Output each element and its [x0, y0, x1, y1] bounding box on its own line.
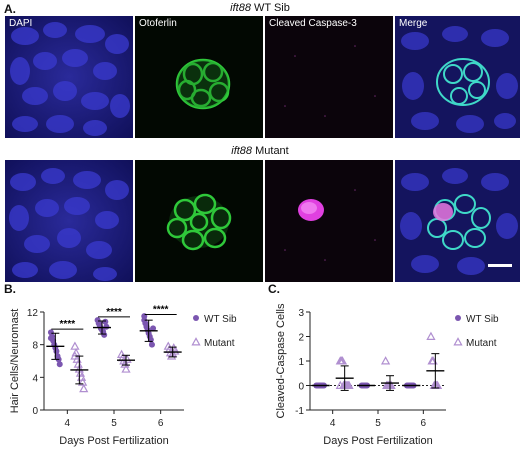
chart0-point-wt — [150, 325, 157, 332]
micrograph-wt-merge: Merge — [395, 16, 520, 138]
chart0-y-tick-label: 12 — [27, 308, 39, 319]
chart1-point-mutant — [426, 331, 436, 340]
chart1-legend-label: WT Sib — [466, 314, 499, 325]
chart0-point-mutant — [122, 354, 132, 363]
chart1-y-label: Cleaved-Caspase Cells — [275, 303, 287, 418]
chart0-x-label: Days Post Fertilization — [59, 435, 168, 447]
panel-b-letter: B. — [4, 282, 16, 296]
chart0-y-label: Hair Cells/Neuromast — [9, 309, 21, 414]
channel-label-merge: Merge — [399, 18, 428, 29]
chart1-y-tick-label: 3 — [298, 308, 304, 319]
chart1-y-tick-label: 0 — [298, 382, 304, 393]
micrograph-wt-otoferlin: Otoferlin — [135, 16, 263, 138]
chart0-x-tick-label: 6 — [158, 418, 164, 429]
chart0-legend-marker-wt — [193, 315, 199, 321]
chart0-sig-label: **** — [106, 307, 122, 318]
channel-label-caspase: Cleaved Caspase-3 — [269, 18, 357, 29]
micrograph-mutant-merge — [395, 160, 520, 282]
chart0-point-mutant — [79, 383, 89, 393]
chart0-point-mutant — [70, 341, 80, 350]
row-title-wt-rest: WT Sib — [250, 2, 290, 14]
chart1-legend-label: Mutant — [466, 338, 497, 349]
chart0-legend-label: WT Sib — [204, 314, 237, 325]
chart0-legend-marker-mutant — [191, 337, 201, 346]
chart0-x-tick-label: 4 — [65, 418, 71, 429]
chart0-point-wt — [103, 323, 110, 330]
chart0-y-tick-label: 4 — [32, 373, 38, 384]
chart-hair-cells: 0 4 8 12 4 5 6 Days Post Fertilization Hair Cell… — [9, 304, 237, 447]
panel-c-letter: C. — [268, 282, 280, 296]
chart0-point-wt — [141, 317, 148, 324]
chart0-point-mutant — [121, 364, 131, 373]
chart1-point-mutant — [344, 380, 354, 389]
row-title-wt: ift88 WT Sib — [0, 2, 520, 14]
chart1-point-mutant — [335, 380, 345, 389]
panel-a-letter: A. — [4, 2, 16, 16]
chart1-x-label: Days Post Fertilization — [323, 435, 432, 447]
chart1-legend-marker-mutant — [453, 337, 463, 346]
row-title-mutant-gene: ift88 — [231, 145, 253, 157]
chart1-x-tick-label: 5 — [375, 418, 381, 429]
chart0-point-wt — [148, 341, 155, 348]
row-title-mutant-rest: Mutant — [252, 145, 289, 157]
chart1-point-mutant — [337, 356, 348, 365]
micrograph-mutant-caspase — [265, 160, 393, 282]
chart1-x-tick-label: 6 — [421, 418, 427, 429]
chart0-y-tick-label: 8 — [32, 341, 38, 352]
chart0-point-wt — [101, 331, 108, 338]
micrograph-mutant-dapi — [5, 160, 133, 282]
chart1-legend-marker-wt — [455, 315, 461, 321]
chart1-y-tick-label: -1 — [295, 406, 304, 417]
chart0-point-wt — [102, 318, 109, 325]
chart0-sig-label: **** — [153, 304, 169, 315]
channel-label-otoferlin: Otoferlin — [139, 18, 177, 29]
chart0-sig-label: **** — [60, 319, 76, 330]
chart1-point-mutant — [380, 356, 391, 365]
chart0-point-wt — [56, 361, 63, 368]
chart-caspase-cells: -1 0 1 2 3 4 5 6 Days Post Fertilization Cleaved-… — [275, 303, 499, 447]
row-title-wt-gene: ift88 — [230, 2, 251, 14]
chart1-y-tick-label: 2 — [298, 333, 304, 344]
chart1-y-tick-label: 1 — [298, 357, 304, 368]
chart0-x-tick-label: 5 — [111, 418, 117, 429]
chart0-y-tick-label: 0 — [32, 406, 38, 417]
micrograph-wt-dapi: DAPI — [5, 16, 133, 138]
chart0-point-wt — [47, 335, 54, 342]
channel-label-dapi: DAPI — [9, 18, 33, 29]
chart0-point-mutant — [78, 377, 88, 386]
chart0-legend-label: Mutant — [204, 338, 235, 349]
chart1-point-mutant — [386, 380, 396, 389]
row-title-mutant: ift88 Mutant — [0, 145, 520, 157]
chart1-x-tick-label: 4 — [330, 418, 336, 429]
micrograph-wt-caspase: Cleaved Caspase-3 — [265, 16, 393, 138]
micrograph-mutant-otoferlin — [135, 160, 263, 282]
scale-bar — [488, 264, 512, 267]
